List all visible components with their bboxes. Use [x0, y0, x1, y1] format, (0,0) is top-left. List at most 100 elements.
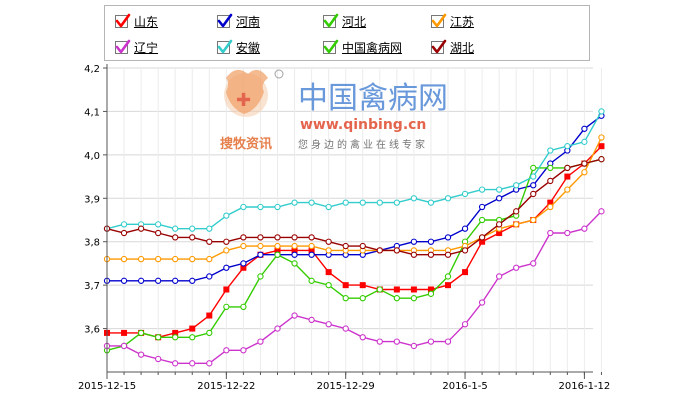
data-point — [137, 351, 145, 358]
data-point — [137, 225, 145, 232]
data-point — [257, 234, 264, 241]
data-point — [359, 334, 366, 341]
data-point — [206, 312, 213, 319]
data-point — [189, 255, 196, 263]
data-point — [410, 238, 418, 245]
check-icon — [431, 13, 447, 27]
legend-checkbox[interactable] — [115, 39, 131, 54]
legend-item-1[interactable]: 山东 — [115, 12, 158, 30]
legend-label[interactable]: 安徽 — [236, 40, 261, 55]
data-point — [444, 195, 452, 202]
data-point — [223, 286, 230, 293]
watermark-slogan: 您身边的禽业在线专家 — [298, 138, 428, 151]
legend-checkbox[interactable] — [323, 13, 339, 28]
legend-item-5[interactable]: 辽宁 — [115, 38, 158, 56]
legend-checkbox[interactable] — [217, 13, 233, 28]
data-point — [240, 303, 247, 311]
legend-label[interactable]: 河北 — [342, 14, 367, 29]
data-point — [427, 238, 435, 245]
data-point — [376, 338, 383, 345]
data-point — [461, 190, 469, 198]
data-point — [598, 108, 605, 115]
legend-item-3[interactable]: 河北 — [323, 12, 366, 30]
data-point — [121, 329, 128, 336]
axes-layer: 3,6 3,7 3,8 3,9 4,0 4,1 4,2 2015-12-15 2015-12-2… — [78, 64, 610, 392]
series-layer — [103, 108, 605, 367]
data-point — [154, 277, 162, 284]
data-point — [564, 164, 571, 172]
data-point — [598, 156, 605, 163]
data-point — [189, 325, 196, 332]
legend-label[interactable]: 中国禽病网 — [342, 40, 403, 55]
data-point — [274, 234, 281, 241]
data-point — [444, 273, 452, 280]
data-point — [120, 229, 128, 237]
legend-label[interactable]: 辽宁 — [134, 40, 159, 55]
plot-area — [107, 68, 593, 372]
legend-item-6[interactable]: 安徽 — [217, 38, 260, 56]
x-tick-label: 2016-1-5 — [442, 381, 487, 392]
legend-label[interactable]: 江苏 — [450, 14, 475, 29]
data-point — [564, 143, 571, 150]
legend-item-4[interactable]: 江苏 — [431, 12, 474, 30]
data-point — [172, 277, 179, 284]
data-point — [172, 225, 179, 232]
legend-checkbox[interactable] — [115, 13, 131, 28]
legend-item-8[interactable]: 湖北 — [431, 38, 474, 56]
data-point — [462, 269, 469, 276]
data-point — [154, 255, 162, 263]
data-point — [206, 360, 213, 367]
legend-checkbox[interactable] — [431, 13, 447, 28]
data-point — [359, 295, 366, 302]
data-point — [547, 229, 554, 237]
data-point — [274, 325, 281, 332]
legend-checkbox[interactable] — [217, 39, 233, 54]
data-point — [530, 173, 537, 180]
data-point — [342, 325, 349, 332]
data-point — [393, 295, 400, 302]
data-point — [172, 360, 179, 367]
data-point — [137, 329, 145, 337]
data-point — [308, 277, 315, 284]
data-point — [444, 234, 452, 241]
data-point — [291, 242, 298, 250]
data-point — [461, 247, 469, 254]
data-point — [308, 251, 315, 258]
y-tick-label: 4,2 — [84, 64, 100, 75]
x-tick-label: 2015-12-22 — [197, 381, 255, 392]
legend-item-7[interactable]: 中国禽病网 — [323, 38, 402, 56]
watermark-url: www.qinbing.cn — [300, 117, 426, 133]
data-point — [547, 164, 554, 172]
data-point — [547, 147, 554, 154]
data-point — [206, 225, 213, 232]
data-point — [478, 299, 486, 306]
data-point — [308, 247, 315, 254]
data-point — [325, 321, 332, 328]
data-point — [478, 203, 486, 211]
legend-checkbox[interactable] — [323, 39, 339, 54]
data-point — [495, 195, 503, 202]
data-point — [189, 360, 196, 367]
data-point — [410, 342, 418, 350]
legend-label[interactable]: 湖北 — [450, 40, 475, 55]
data-point — [137, 255, 145, 263]
data-point — [308, 199, 315, 206]
data-point — [291, 199, 298, 206]
legend-checkbox[interactable] — [431, 39, 447, 54]
data-point — [410, 195, 418, 202]
data-point — [172, 255, 179, 263]
legend-item-2[interactable]: 河南 — [217, 12, 260, 30]
data-point — [427, 251, 435, 258]
data-point — [240, 347, 247, 354]
legend-label[interactable]: 河南 — [236, 14, 261, 29]
data-point — [325, 281, 332, 289]
legend-label[interactable]: 山东 — [134, 14, 159, 29]
data-point — [206, 273, 213, 280]
data-point — [581, 169, 588, 176]
data-point — [393, 247, 400, 254]
data-point — [274, 203, 281, 211]
data-point — [427, 199, 435, 206]
data-point — [223, 347, 230, 354]
data-point — [461, 321, 469, 328]
